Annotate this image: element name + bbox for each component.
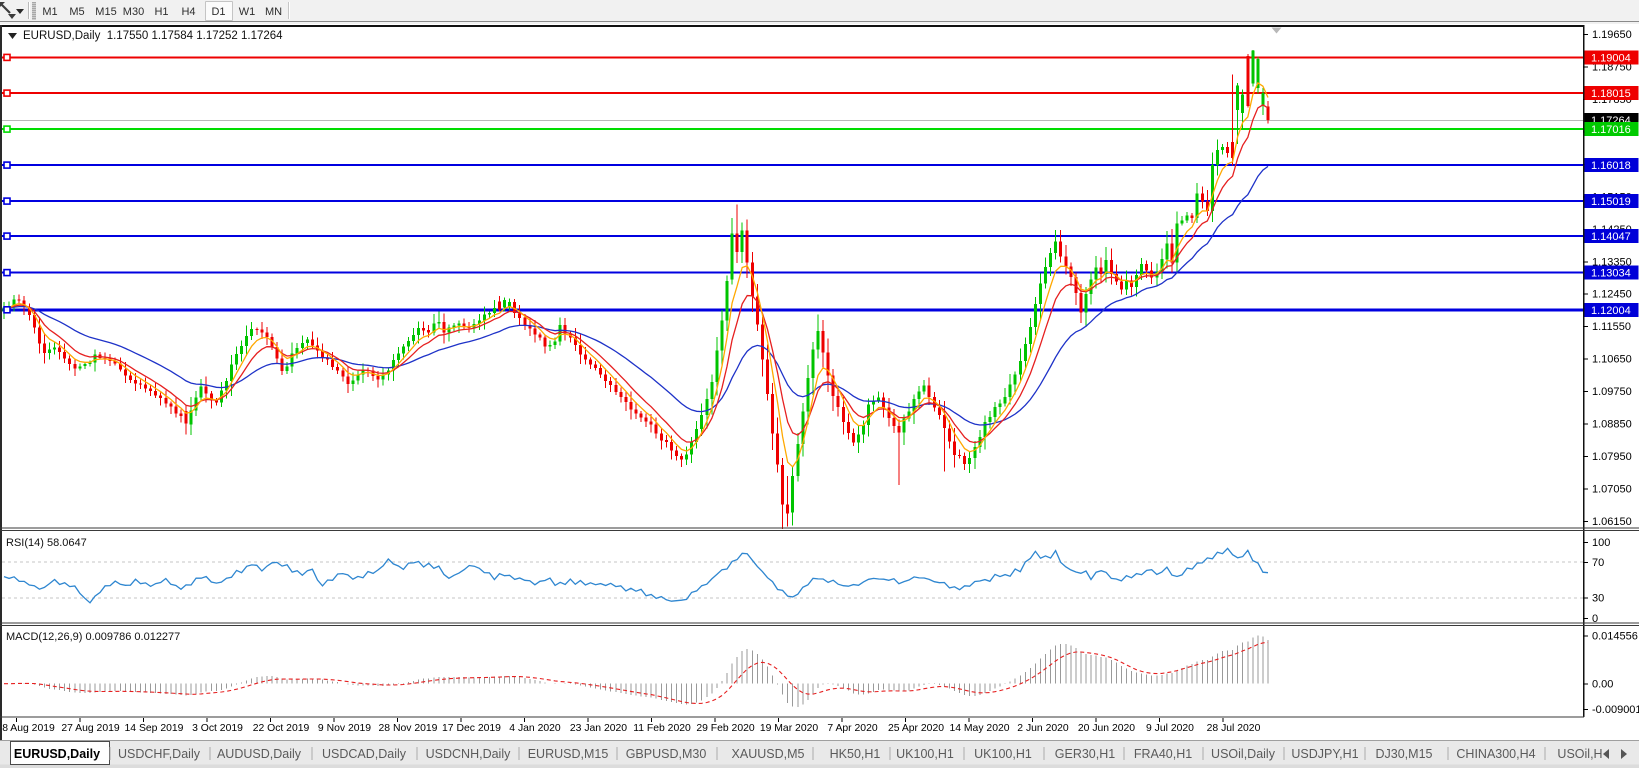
svg-text:100: 100 [1592, 537, 1610, 549]
svg-text:1.19004: 1.19004 [1591, 52, 1631, 64]
svg-text:1.12004: 1.12004 [1591, 305, 1631, 317]
svg-text:1.08850: 1.08850 [1592, 419, 1632, 431]
svg-text:25 Apr 2020: 25 Apr 2020 [888, 723, 944, 734]
svg-text:8 Aug 2019: 8 Aug 2019 [2, 723, 55, 734]
svg-text:MN: MN [265, 6, 282, 18]
svg-text:GER30,H1: GER30,H1 [1055, 747, 1115, 761]
svg-text:AUDUSD,Daily: AUDUSD,Daily [217, 747, 302, 761]
svg-text:2 Jun 2020: 2 Jun 2020 [1017, 723, 1069, 734]
svg-text:MACD(12,26,9) 0.009786 0.01227: MACD(12,26,9) 0.009786 0.012277 [6, 631, 180, 643]
svg-text:USDJPY,H1: USDJPY,H1 [1291, 747, 1358, 761]
svg-text:FRA40,H1: FRA40,H1 [1134, 747, 1192, 761]
svg-text:UK100,H1: UK100,H1 [896, 747, 954, 761]
svg-text:20 Jun 2020: 20 Jun 2020 [1078, 723, 1135, 734]
svg-text:W1: W1 [239, 6, 256, 18]
svg-text:1.12450: 1.12450 [1592, 289, 1632, 301]
svg-text:-0.009001: -0.009001 [1592, 704, 1639, 716]
svg-text:28 Jul 2020: 28 Jul 2020 [1207, 723, 1261, 734]
svg-text:H1: H1 [154, 6, 168, 18]
svg-text:0.00: 0.00 [1592, 679, 1613, 691]
svg-text:1.09750: 1.09750 [1592, 386, 1632, 398]
svg-text:1.10650: 1.10650 [1592, 354, 1632, 366]
svg-text:1.15019: 1.15019 [1591, 196, 1631, 208]
svg-text:1.13350: 1.13350 [1592, 256, 1632, 268]
svg-text:28 Nov 2019: 28 Nov 2019 [379, 723, 438, 734]
svg-text:1.17016: 1.17016 [1591, 124, 1631, 136]
svg-text:EURUSD,M15: EURUSD,M15 [528, 747, 609, 761]
svg-text:70: 70 [1592, 557, 1604, 569]
svg-text:14 May 2020: 14 May 2020 [949, 723, 1009, 734]
svg-text:M1: M1 [42, 6, 57, 18]
svg-text:14 Sep 2019: 14 Sep 2019 [125, 723, 184, 734]
svg-text:29 Feb 2020: 29 Feb 2020 [696, 723, 755, 734]
svg-text:1.13034: 1.13034 [1591, 268, 1631, 280]
svg-text:9 Jul 2020: 9 Jul 2020 [1146, 723, 1194, 734]
svg-text:1.18015: 1.18015 [1591, 88, 1631, 100]
svg-text:EURUSD,Daily: EURUSD,Daily [14, 747, 100, 761]
svg-text:17 Dec 2019: 17 Dec 2019 [442, 723, 501, 734]
svg-text:27 Aug 2019: 27 Aug 2019 [61, 723, 120, 734]
svg-text:D1: D1 [211, 6, 225, 18]
svg-text:USOil,H: USOil,H [1557, 747, 1602, 761]
svg-text:1.19650: 1.19650 [1592, 29, 1632, 41]
svg-text:1.06150: 1.06150 [1592, 516, 1632, 528]
svg-text:M30: M30 [123, 6, 144, 18]
svg-text:23 Jan 2020: 23 Jan 2020 [570, 723, 627, 734]
svg-text:CHINA300,H4: CHINA300,H4 [1456, 747, 1535, 761]
svg-text:1.07950: 1.07950 [1592, 451, 1632, 463]
svg-text:M15: M15 [95, 6, 116, 18]
svg-text:7 Apr 2020: 7 Apr 2020 [827, 723, 877, 734]
svg-text:USDCAD,Daily: USDCAD,Daily [322, 747, 407, 761]
svg-text:M5: M5 [69, 6, 84, 18]
svg-text:UK100,H1: UK100,H1 [974, 747, 1032, 761]
svg-text:USDCHF,Daily: USDCHF,Daily [118, 747, 201, 761]
svg-text:19 Mar 2020: 19 Mar 2020 [760, 723, 819, 734]
svg-text:30: 30 [1592, 593, 1604, 605]
svg-text:11 Feb 2020: 11 Feb 2020 [633, 723, 691, 734]
svg-text:1.14047: 1.14047 [1591, 231, 1631, 243]
svg-text:9 Nov 2019: 9 Nov 2019 [318, 723, 371, 734]
svg-text:3 Oct 2019: 3 Oct 2019 [192, 723, 243, 734]
svg-text:GBPUSD,M30: GBPUSD,M30 [626, 747, 707, 761]
svg-text:1.16018: 1.16018 [1591, 160, 1631, 172]
svg-text:0.014556: 0.014556 [1592, 630, 1638, 642]
svg-text:HK50,H1: HK50,H1 [830, 747, 881, 761]
svg-text:RSI(14) 58.0647: RSI(14) 58.0647 [6, 537, 87, 549]
svg-text:EURUSD,Daily 1.17550 1.17584: EURUSD,Daily 1.17550 1.17584 1.17252 1.1… [23, 30, 283, 42]
svg-text:22 Oct 2019: 22 Oct 2019 [253, 723, 310, 734]
svg-text:1.18750: 1.18750 [1592, 62, 1632, 74]
svg-text:USOil,Daily: USOil,Daily [1211, 747, 1276, 761]
svg-text:4 Jan 2020: 4 Jan 2020 [509, 723, 561, 734]
svg-text:1.07050: 1.07050 [1592, 483, 1632, 495]
svg-text:1.11550: 1.11550 [1592, 321, 1631, 333]
svg-text:XAUUSD,M5: XAUUSD,M5 [732, 747, 805, 761]
svg-text:0: 0 [1592, 613, 1598, 625]
svg-text:DJ30,M15: DJ30,M15 [1376, 747, 1433, 761]
svg-text:USDCNH,Daily: USDCNH,Daily [426, 747, 511, 761]
svg-text:H4: H4 [181, 6, 195, 18]
